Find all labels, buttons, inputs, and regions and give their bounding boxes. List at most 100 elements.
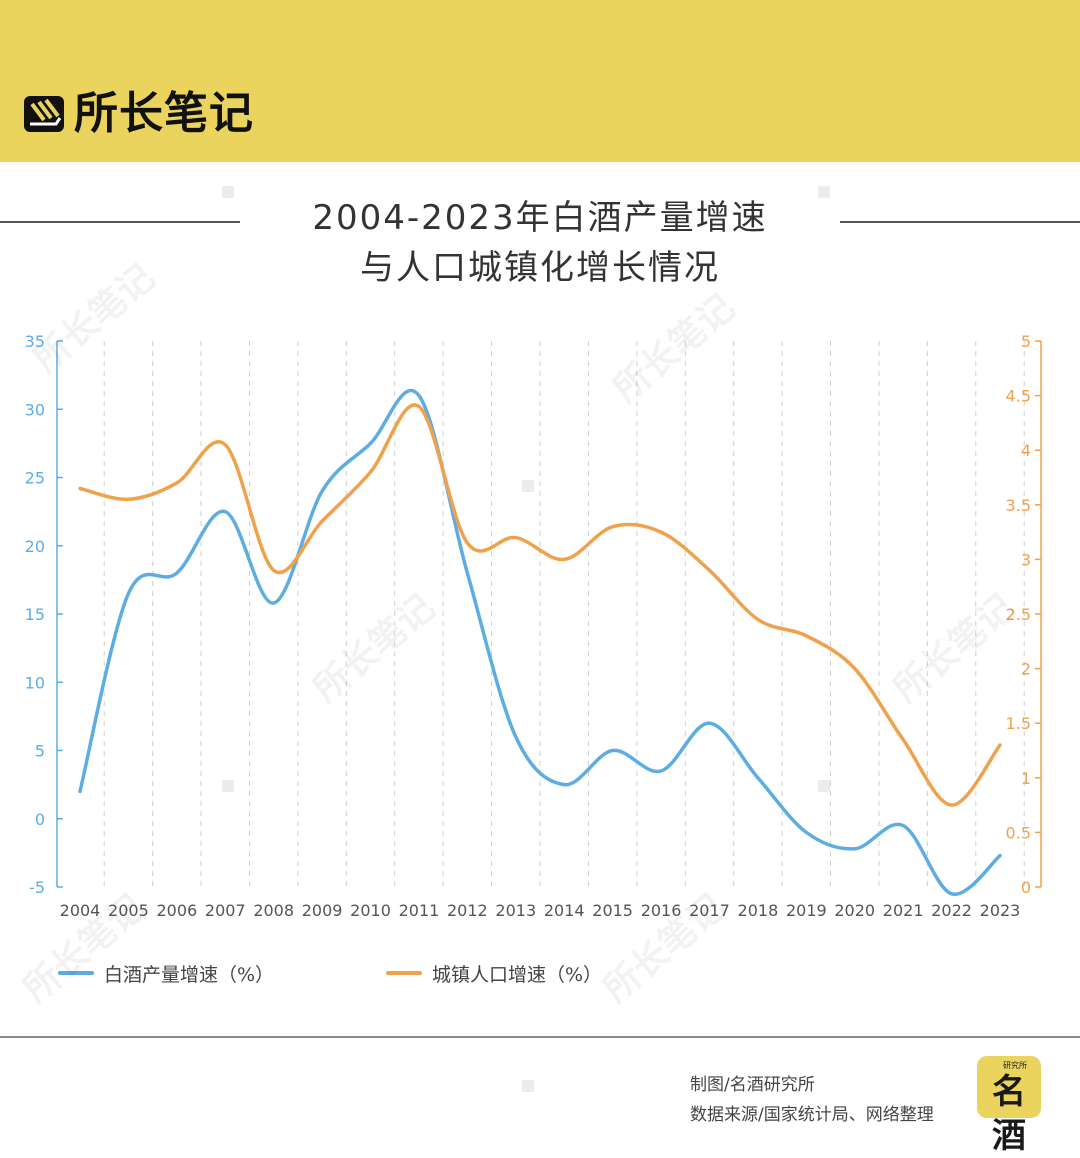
badge-main-text: 名酒 [992,1072,1026,1156]
legend-swatch-liquor [58,971,94,975]
y-left-tick-label: 15 [25,605,45,624]
x-tick-label: 2005 [108,901,149,920]
decor-square [222,780,234,792]
data-point-liquor [272,602,275,605]
footer-divider [0,1036,1080,1038]
data-point-liquor [514,735,517,738]
decor-square [522,1080,534,1092]
credit-chart-by: 制图/名酒研究所 [690,1075,815,1095]
y-right-tick-label: 0 [1021,878,1031,897]
y-right-tick-label: 4 [1021,441,1031,460]
y-right-tick-label: 2.5 [1006,605,1031,624]
y-right-tick-label: 0.5 [1006,823,1031,842]
decor-square [818,186,830,198]
dual-axis-line-chart: -5 0 5 10 15 20 25 30 35 0 0.5 1 1.5 2 2.5 3 3.5 4 4.5 5 200… [25,332,1042,920]
y-right-tick-label: 1 [1021,769,1031,788]
mingjiu-logo-badge: 研究所 名酒 [977,1056,1041,1156]
legend-label-liquor: 白酒产量增速（%） [104,963,275,986]
y-left-tick-label: -5 [29,878,45,897]
data-point-urban [950,804,953,807]
decor-square [522,480,534,492]
data-point-liquor [127,592,130,595]
data-point-liquor [853,847,856,850]
data-point-urban [175,481,178,484]
y-right-tick-label: 3 [1021,550,1031,569]
x-tick-label: 2012 [447,901,488,920]
data-point-urban [224,443,227,446]
x-tick-label: 2007 [205,901,246,920]
data-point-liquor [466,572,469,575]
x-tick-label: 2022 [931,901,972,920]
series-line-liquor [78,388,1002,896]
brand-logo: 所长笔记 [22,88,254,140]
y-left-tick-label: 35 [25,332,45,351]
title-divider-left [0,221,240,223]
data-point-urban [756,618,759,621]
x-tick-label: 2017 [689,901,730,920]
data-point-urban [805,634,808,637]
y-left-tick-label: 5 [35,742,45,761]
x-tick-label: 2019 [786,901,827,920]
y-right-tick-label: 3.5 [1006,496,1031,515]
data-point-urban [999,744,1002,747]
data-point-liquor [805,831,808,834]
data-point-liquor [369,442,372,445]
x-tick-label: 2018 [738,901,779,920]
data-point-liquor [417,394,420,397]
data-point-urban [321,520,324,523]
x-tick-label: 2015 [592,901,633,920]
x-tick-label: 2021 [883,901,924,920]
x-tick-label: 2011 [399,901,440,920]
data-point-liquor [708,722,711,725]
data-point-urban [466,542,469,545]
y-left-tick-label: 0 [35,810,45,829]
data-point-urban [708,569,711,572]
data-point-urban [902,738,905,741]
data-point-liquor [611,749,614,752]
y-right-tick-label: 4.5 [1006,387,1031,406]
data-point-liquor [950,892,953,895]
data-point-urban [127,498,130,501]
data-point-liquor [79,790,82,793]
y-right-tick-label: 2 [1021,660,1031,679]
data-point-urban [611,525,614,528]
data-point-liquor [321,490,324,493]
data-point-liquor [224,510,227,513]
header-banner: 所长笔记 [0,0,1080,162]
y-left-tick-label: 10 [25,673,45,692]
credit-data-source: 数据来源/国家统计局、网络整理 [690,1105,934,1125]
x-tick-label: 2009 [302,901,343,920]
data-point-urban [272,569,275,572]
data-point-liquor [902,824,905,827]
chart-title-line2: 与人口城镇化增长情况 [360,248,720,288]
x-tick-label: 2008 [253,901,294,920]
x-tick-label: 2020 [834,901,875,920]
x-tick-label: 2006 [156,901,197,920]
data-point-liquor [756,776,759,779]
x-tick-label: 2014 [544,901,585,920]
brand-name: 所长笔记 [74,88,254,139]
data-point-urban [563,558,566,561]
y-right-tick-label: 1.5 [1006,714,1031,733]
legend-swatch-urban [386,971,422,975]
data-point-urban [369,471,372,474]
data-point-liquor [660,769,663,772]
brand-logo-icon [24,96,64,132]
x-tick-label: 2023 [980,901,1021,920]
legend-item-liquor: 白酒产量增速（%） [58,958,274,988]
y-right-tick-label: 5 [1021,332,1031,351]
y-left-tick-label: 25 [25,469,45,488]
data-point-liquor [999,854,1002,857]
y-left-tick-label: 20 [25,537,45,556]
data-point-urban [660,531,663,534]
decor-square [222,186,234,198]
chart-title-line1: 2004-2023年白酒产量增速 [312,198,768,238]
legend-label-urban: 城镇人口增速（%） [432,963,603,986]
data-point-liquor [563,783,566,786]
series-line-urban [78,403,1002,807]
data-point-urban [853,667,856,670]
x-tick-label: 2016 [641,901,682,920]
y-left-tick-label: 30 [25,400,45,419]
legend-item-urban: 城镇人口增速（%） [386,958,602,988]
data-point-urban [417,405,420,408]
